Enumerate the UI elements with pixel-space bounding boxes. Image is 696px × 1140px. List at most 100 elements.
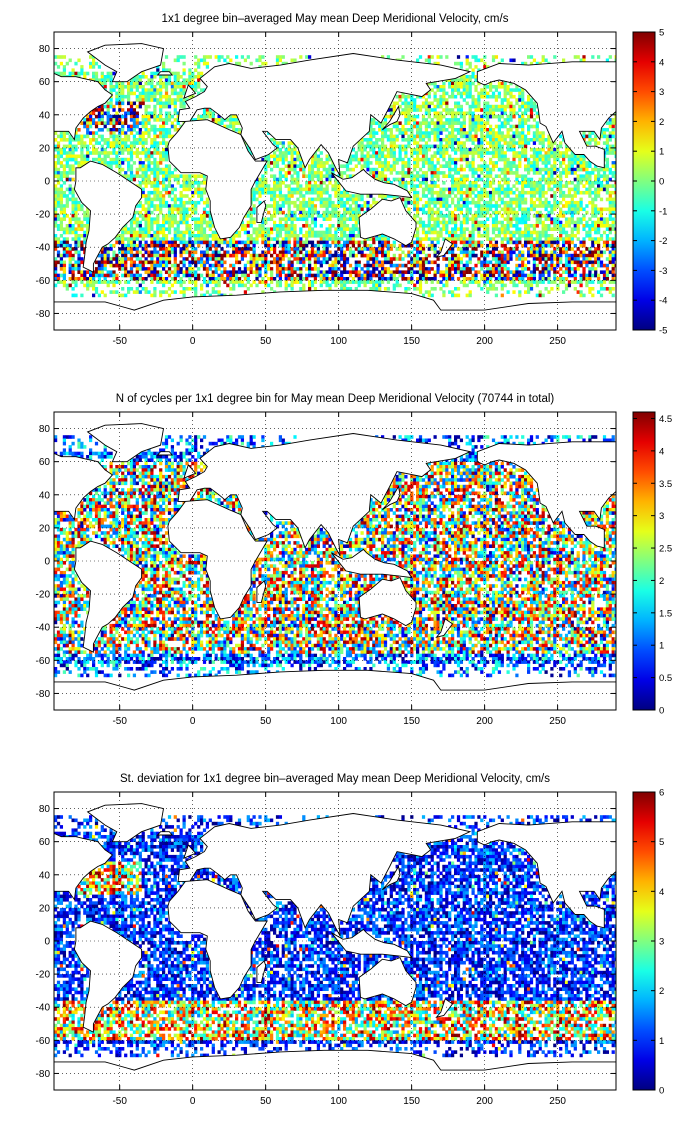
heatmap-cell xyxy=(150,197,154,202)
heatmap-cell xyxy=(416,94,420,99)
heatmap-cell xyxy=(512,94,516,99)
heatmap-cell xyxy=(229,243,233,248)
heatmap-cell xyxy=(141,75,145,79)
heatmap-cell xyxy=(500,134,504,139)
heatmap-cell xyxy=(524,108,528,112)
heatmap-cell xyxy=(416,131,420,135)
heatmap-cell xyxy=(486,204,490,208)
heatmap-cell xyxy=(127,151,131,155)
heatmap-cell xyxy=(497,227,502,232)
heatmap-cell xyxy=(532,237,537,241)
heatmap-cell xyxy=(235,118,239,122)
heatmap-cell xyxy=(357,214,361,218)
heatmap-cell xyxy=(267,247,271,251)
heatmap-cell xyxy=(500,184,504,188)
heatmap-cell xyxy=(506,85,510,89)
heatmap-cell xyxy=(413,118,417,122)
heatmap-cell xyxy=(538,190,542,195)
heatmap-cell xyxy=(237,121,242,126)
heatmap-cell xyxy=(410,177,414,182)
heatmap-cell xyxy=(550,167,554,172)
heatmap-cell xyxy=(77,200,81,205)
heatmap-cell xyxy=(284,227,288,232)
heatmap-cell xyxy=(80,234,84,238)
heatmap-cell xyxy=(381,243,385,248)
heatmap-cell xyxy=(313,243,318,248)
heatmap-cell xyxy=(454,138,458,142)
heatmap-cell xyxy=(200,197,204,202)
heatmap-cell xyxy=(471,118,475,122)
heatmap-cell xyxy=(153,147,157,152)
heatmap-cell xyxy=(433,108,437,112)
heatmap-cell xyxy=(56,154,61,159)
heatmap-cell xyxy=(491,210,496,215)
heatmap-cell xyxy=(383,243,388,248)
heatmap-cell xyxy=(325,184,329,188)
heatmap-cell xyxy=(191,118,195,122)
heatmap-cell xyxy=(416,190,420,195)
heatmap-cell xyxy=(176,177,180,182)
heatmap-cell xyxy=(491,114,496,119)
heatmap-cell xyxy=(62,55,67,59)
heatmap-cell xyxy=(416,124,420,129)
heatmap-cell xyxy=(611,151,615,155)
heatmap-cell xyxy=(494,200,499,205)
heatmap-cell xyxy=(56,224,61,228)
heatmap-cell xyxy=(299,157,303,162)
heatmap-cell xyxy=(454,177,458,182)
heatmap-cell xyxy=(524,121,528,126)
heatmap-cell xyxy=(462,184,466,188)
heatmap-cell xyxy=(94,78,99,83)
heatmap-cell xyxy=(54,224,58,228)
heatmap-cell xyxy=(465,240,469,245)
heatmap-cell xyxy=(395,171,399,175)
heatmap-cell xyxy=(153,181,157,185)
heatmap-cell xyxy=(144,210,148,215)
heatmap-cell xyxy=(316,161,321,165)
heatmap-cell xyxy=(89,151,93,155)
heatmap-cell xyxy=(255,181,259,185)
heatmap-cell xyxy=(191,200,195,205)
heatmap-cell xyxy=(459,75,464,79)
heatmap-cell xyxy=(521,234,525,238)
heatmap-cell xyxy=(237,61,242,66)
heatmap-cell xyxy=(229,58,233,63)
heatmap-cell xyxy=(74,220,78,225)
heatmap-cell xyxy=(547,187,551,192)
heatmap-cell xyxy=(153,144,157,149)
heatmap-cell xyxy=(170,124,175,129)
heatmap-cell xyxy=(284,151,288,155)
heatmap-cell xyxy=(182,181,186,185)
heatmap-cell xyxy=(445,220,449,225)
heatmap-cell xyxy=(162,101,166,106)
heatmap-cell xyxy=(524,184,528,188)
heatmap-cell xyxy=(86,157,90,162)
heatmap-cell xyxy=(381,141,385,145)
heatmap-cell xyxy=(529,164,534,169)
heatmap-cell xyxy=(167,217,172,222)
heatmap-cell xyxy=(448,118,452,122)
heatmap-cell xyxy=(223,237,227,241)
heatmap-cell xyxy=(293,58,297,63)
heatmap-cell xyxy=(442,124,446,129)
heatmap-cell xyxy=(582,243,586,248)
heatmap-cell xyxy=(77,243,81,248)
heatmap-cell xyxy=(135,217,139,222)
heatmap-cell xyxy=(389,194,393,198)
heatmap-cell xyxy=(74,138,78,142)
heatmap-cell xyxy=(159,240,163,245)
heatmap-cell xyxy=(334,187,338,192)
heatmap-cell xyxy=(456,227,461,232)
heatmap-cell xyxy=(404,111,408,116)
heatmap-cell xyxy=(258,227,262,232)
heatmap-cell xyxy=(605,227,610,232)
heatmap-cell xyxy=(427,207,431,212)
heatmap-cell xyxy=(345,224,350,228)
heatmap-cell xyxy=(246,210,250,215)
heatmap-cell xyxy=(325,217,329,222)
heatmap-cell xyxy=(401,138,405,142)
heatmap-cell xyxy=(194,118,198,122)
heatmap-cell xyxy=(524,164,528,169)
heatmap-cell xyxy=(556,237,560,241)
heatmap-cell xyxy=(185,98,189,102)
